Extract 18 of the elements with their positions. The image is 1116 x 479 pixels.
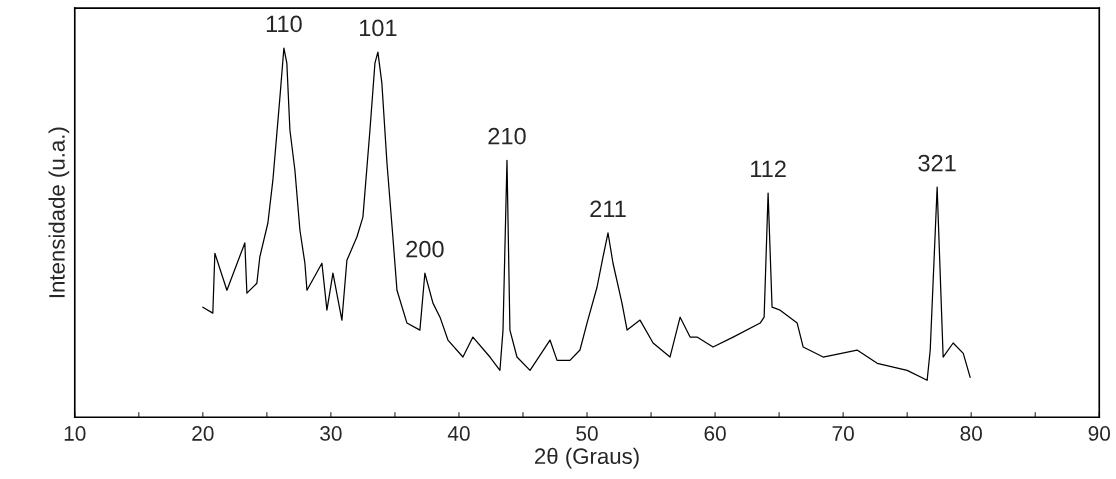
x-tick-label: 90 — [1088, 426, 1111, 441]
annotation: 110 — [266, 15, 302, 33]
x-tick-label: 50 — [576, 426, 598, 441]
annotation: 321 — [918, 154, 956, 172]
x-tick-label: 80 — [960, 426, 982, 441]
annotation: 211 — [590, 200, 626, 217]
annotation: 200 — [406, 240, 444, 258]
annotation: 210 — [488, 127, 526, 145]
x-tick-label: 30 — [320, 426, 342, 441]
x-tick-label: 70 — [832, 426, 854, 441]
x-tick-label: 10 — [64, 426, 86, 441]
x-tick-label: 20 — [192, 426, 214, 441]
x-axis-title: 2θ (Graus) — [535, 447, 639, 469]
x-tick-label: 60 — [704, 426, 726, 441]
annotation: 101 — [360, 19, 397, 37]
y-axis-title: Intensidade (u.a.) — [48, 127, 70, 298]
annotation: 112 — [751, 160, 786, 178]
x-tick-label: 40 — [447, 426, 470, 441]
